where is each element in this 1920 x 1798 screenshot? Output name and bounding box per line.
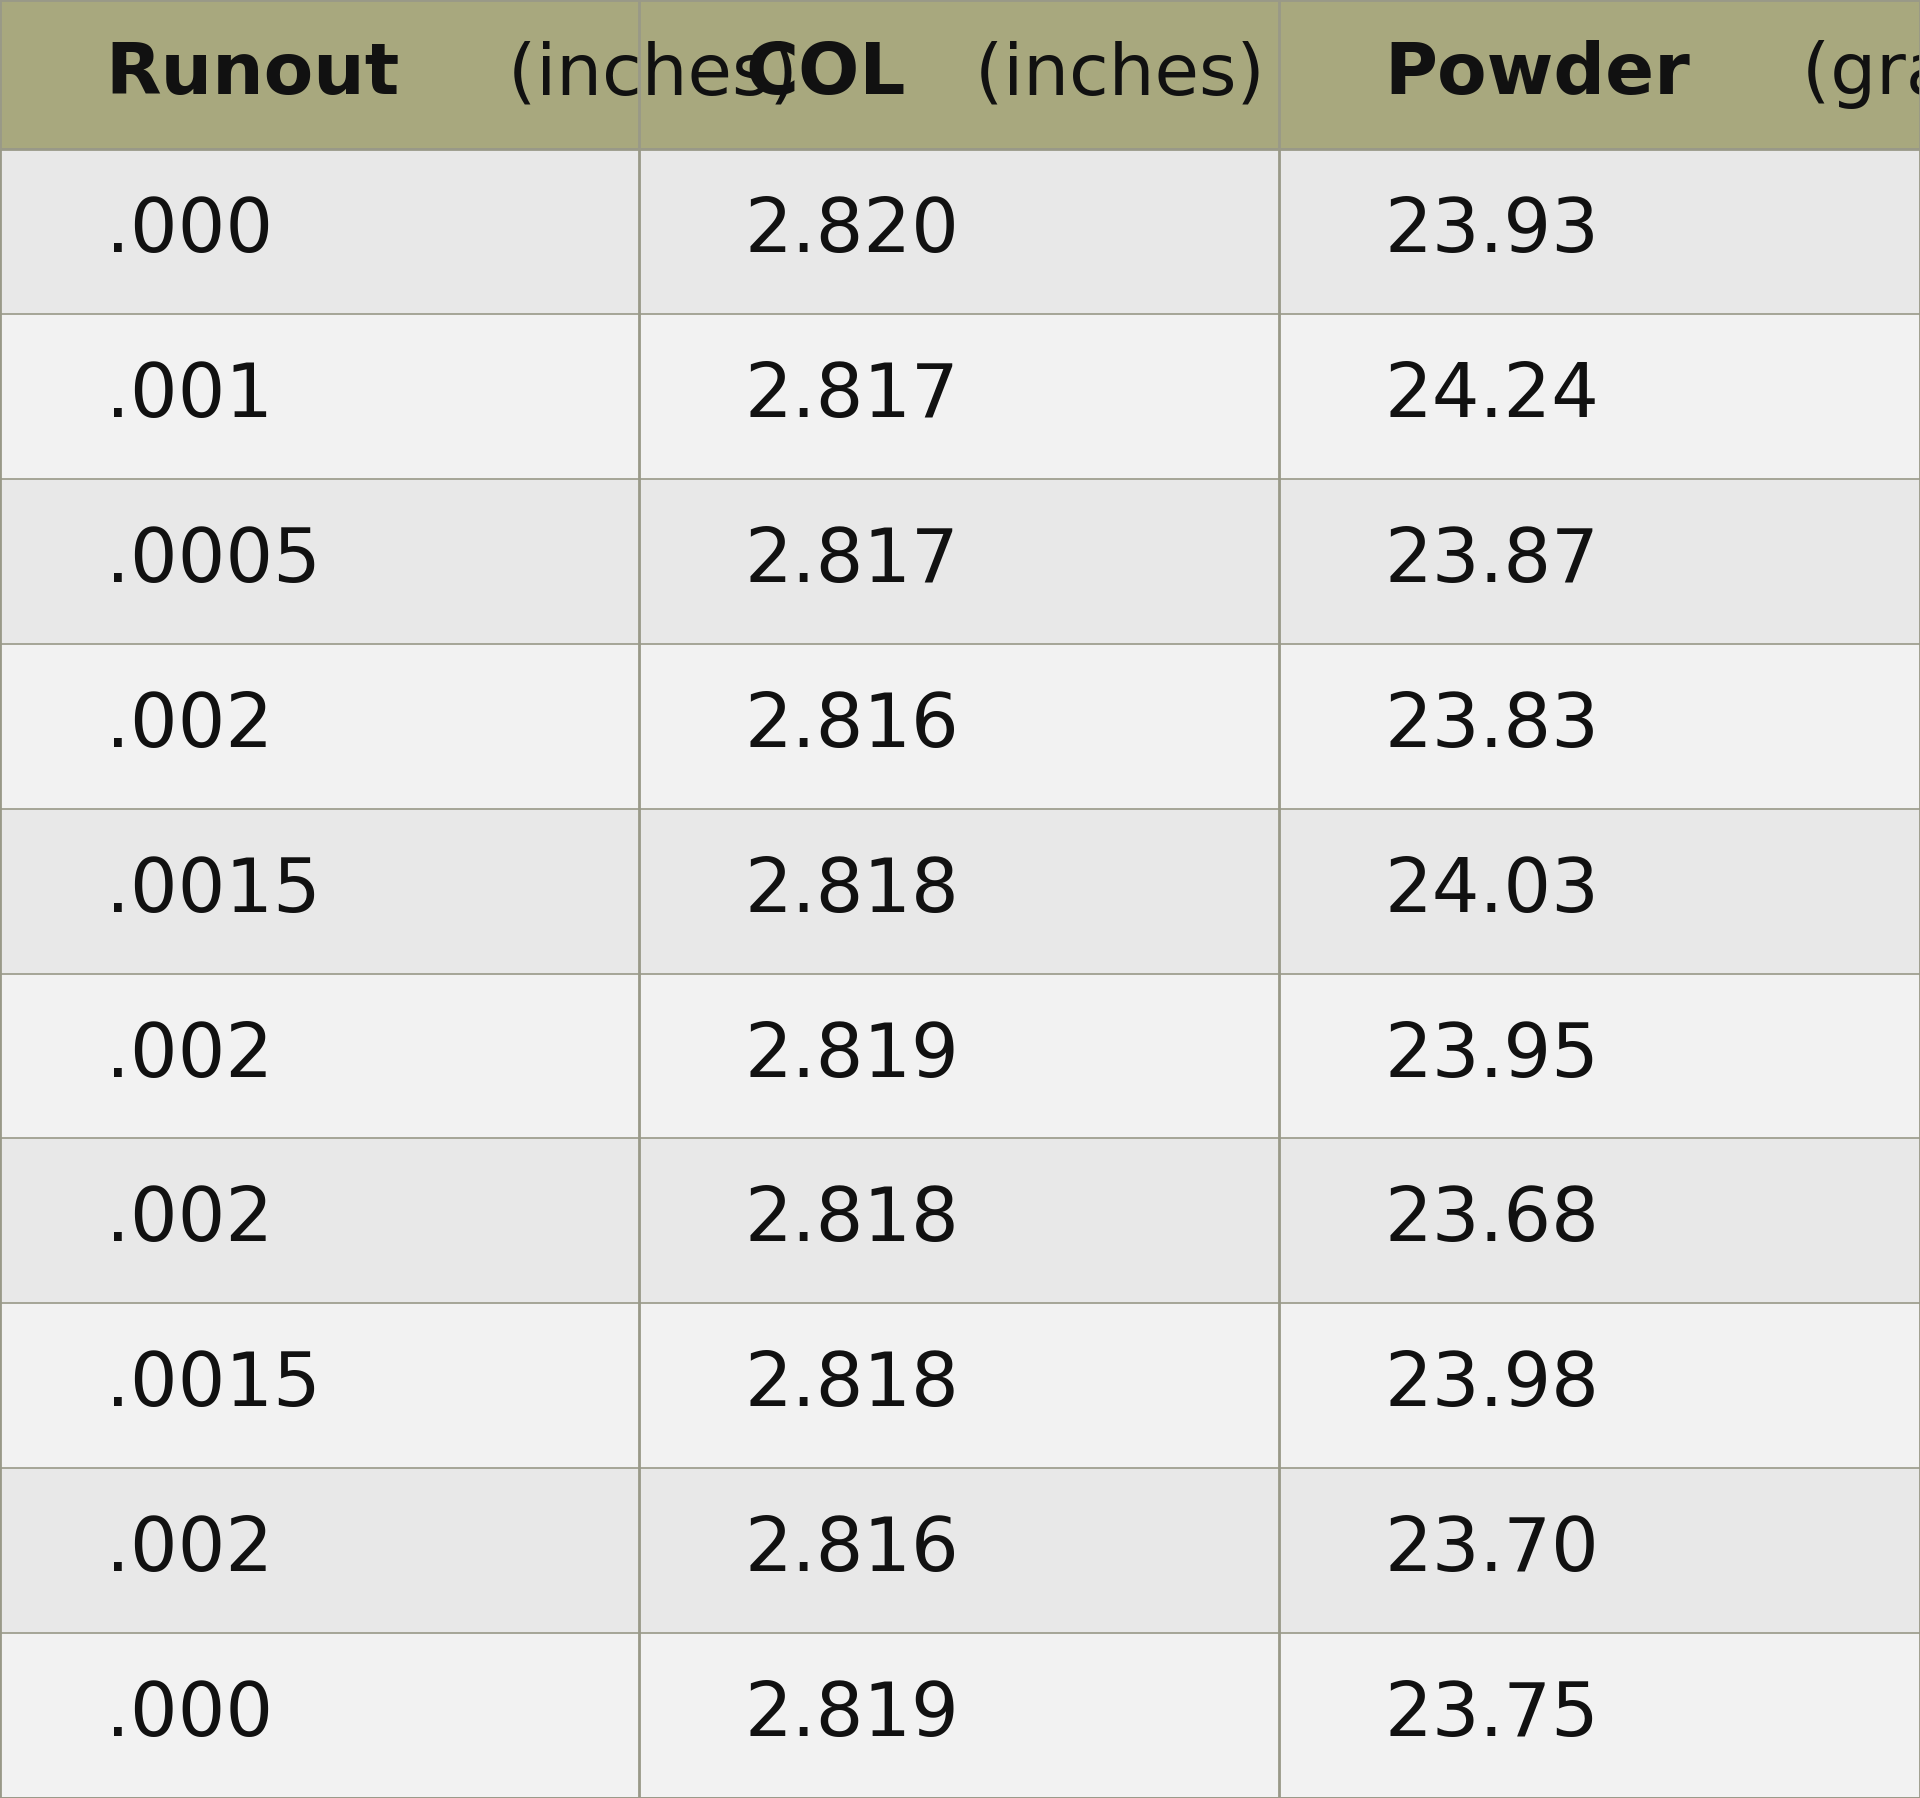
Bar <box>0 809 639 975</box>
Text: 2.818: 2.818 <box>745 1348 960 1422</box>
Bar <box>639 1469 1279 1633</box>
Bar <box>1279 1304 1920 1469</box>
Text: 2.819: 2.819 <box>745 1019 960 1093</box>
Bar <box>1279 644 1920 809</box>
Text: Powder: Powder <box>1384 40 1690 110</box>
Bar <box>639 149 1279 315</box>
Bar <box>0 1138 639 1304</box>
Bar <box>0 1633 639 1798</box>
Text: 2.816: 2.816 <box>745 1514 960 1588</box>
Bar <box>1279 1469 1920 1633</box>
Bar <box>0 478 639 644</box>
Bar <box>639 0 1279 149</box>
Text: 24.24: 24.24 <box>1384 360 1599 433</box>
Bar <box>1279 478 1920 644</box>
Bar <box>639 644 1279 809</box>
Text: 23.98: 23.98 <box>1384 1348 1599 1422</box>
Text: .0015: .0015 <box>106 1348 321 1422</box>
Bar <box>1279 809 1920 975</box>
Bar <box>639 1633 1279 1798</box>
Bar <box>1279 315 1920 478</box>
Text: 23.75: 23.75 <box>1384 1679 1599 1751</box>
Bar <box>0 975 639 1138</box>
Bar <box>639 1304 1279 1469</box>
Bar <box>0 315 639 478</box>
Text: .0005: .0005 <box>106 525 321 599</box>
Text: .000: .000 <box>106 196 273 268</box>
Text: .002: .002 <box>106 1185 273 1257</box>
Bar <box>639 975 1279 1138</box>
Bar <box>639 315 1279 478</box>
Text: COL: COL <box>745 40 906 110</box>
Bar <box>0 0 639 149</box>
Bar <box>0 1304 639 1469</box>
Text: 2.818: 2.818 <box>745 854 960 928</box>
Text: 2.817: 2.817 <box>745 525 960 599</box>
Text: .001: .001 <box>106 360 273 433</box>
Text: Runout: Runout <box>106 40 399 110</box>
Text: (inches): (inches) <box>952 40 1265 110</box>
Text: 24.03: 24.03 <box>1384 854 1599 928</box>
Bar <box>1279 1138 1920 1304</box>
Bar <box>0 644 639 809</box>
Text: 23.87: 23.87 <box>1384 525 1599 599</box>
Text: 23.68: 23.68 <box>1384 1185 1599 1257</box>
Text: .002: .002 <box>106 1514 273 1588</box>
Text: (inches): (inches) <box>486 40 799 110</box>
Text: 23.83: 23.83 <box>1384 690 1599 762</box>
Text: .002: .002 <box>106 1019 273 1093</box>
Text: 2.816: 2.816 <box>745 690 960 762</box>
Bar <box>1279 0 1920 149</box>
Text: .002: .002 <box>106 690 273 762</box>
Text: 23.93: 23.93 <box>1384 196 1599 268</box>
Bar <box>0 149 639 315</box>
Bar <box>1279 975 1920 1138</box>
Bar <box>639 1138 1279 1304</box>
Text: 23.95: 23.95 <box>1384 1019 1599 1093</box>
Text: (grains): (grains) <box>1778 40 1920 110</box>
Bar <box>1279 149 1920 315</box>
Text: 2.819: 2.819 <box>745 1679 960 1751</box>
Text: 23.70: 23.70 <box>1384 1514 1599 1588</box>
Text: 2.818: 2.818 <box>745 1185 960 1257</box>
Bar <box>639 809 1279 975</box>
Text: 2.817: 2.817 <box>745 360 960 433</box>
Bar <box>639 478 1279 644</box>
Text: 2.820: 2.820 <box>745 196 960 268</box>
Bar <box>1279 1633 1920 1798</box>
Bar <box>0 1469 639 1633</box>
Text: .0015: .0015 <box>106 854 321 928</box>
Text: .000: .000 <box>106 1679 273 1751</box>
